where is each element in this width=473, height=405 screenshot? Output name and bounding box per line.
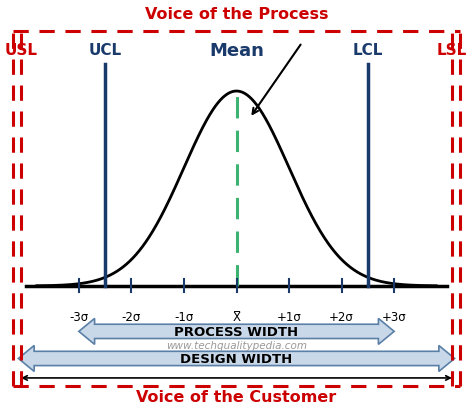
Text: Mean: Mean: [209, 42, 264, 60]
Text: +3σ: +3σ: [382, 310, 406, 323]
Text: +1σ: +1σ: [277, 310, 301, 323]
Text: -2σ: -2σ: [122, 310, 141, 323]
Text: -3σ: -3σ: [69, 310, 88, 323]
Polygon shape: [79, 319, 394, 345]
Text: USL: USL: [5, 43, 37, 58]
Text: +2σ: +2σ: [329, 310, 354, 323]
Text: LCL: LCL: [353, 43, 383, 58]
Text: Voice of the Customer: Voice of the Customer: [136, 389, 337, 404]
Text: www.techqualitypedia.com: www.techqualitypedia.com: [166, 340, 307, 350]
Text: -1σ: -1σ: [175, 310, 193, 323]
Text: UCL: UCL: [88, 43, 122, 58]
Text: LSL: LSL: [437, 43, 467, 58]
Text: PROCESS WIDTH: PROCESS WIDTH: [175, 325, 298, 338]
Text: DESIGN WIDTH: DESIGN WIDTH: [180, 352, 293, 365]
Text: Voice of the Process: Voice of the Process: [145, 6, 328, 21]
Text: X̅: X̅: [233, 310, 240, 323]
Polygon shape: [18, 345, 455, 371]
